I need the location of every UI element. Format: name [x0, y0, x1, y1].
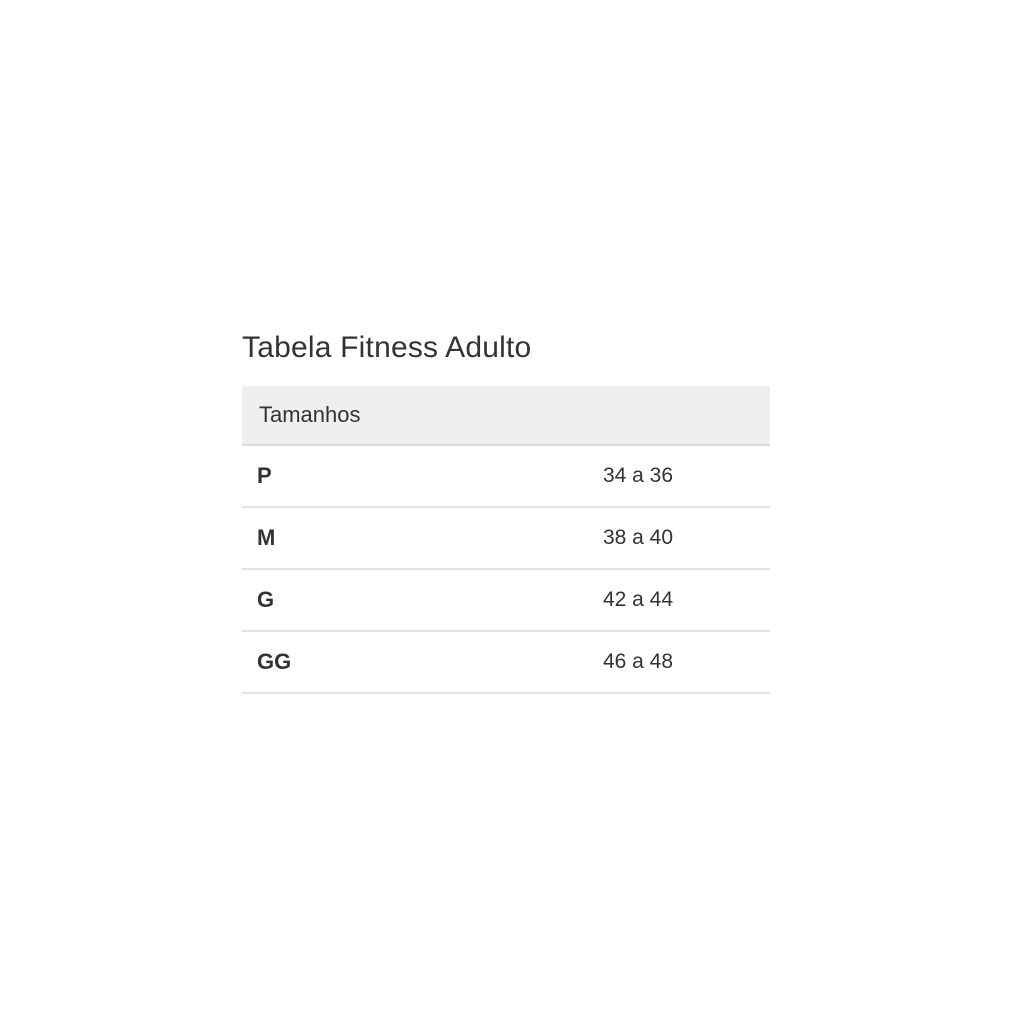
size-range: 38 a 40 — [602, 526, 674, 549]
size-chart-title: Tabela Fitness Adulto — [242, 331, 532, 364]
table-row: M 38 a 40 — [242, 508, 770, 570]
size-range: 42 a 44 — [602, 588, 674, 611]
table-row: G 42 a 44 — [242, 570, 770, 632]
size-label: P — [257, 463, 272, 488]
table-row: GG 46 a 48 — [242, 632, 770, 694]
size-label: G — [257, 587, 275, 612]
table-row: P 34 a 36 — [242, 446, 770, 508]
table-header-row: Tamanhos — [242, 386, 770, 446]
size-range: 34 a 36 — [602, 464, 674, 487]
size-range: 46 a 48 — [602, 650, 674, 673]
size-chart: Tabela Fitness Adulto Tamanhos P 34 a 36… — [242, 330, 770, 694]
size-label: M — [257, 525, 276, 550]
size-label: GG — [257, 649, 292, 674]
table-header-label: Tamanhos — [259, 402, 361, 427]
size-chart-table: Tamanhos P 34 a 36 M 38 a 40 G 42 a 44 G… — [242, 386, 770, 694]
